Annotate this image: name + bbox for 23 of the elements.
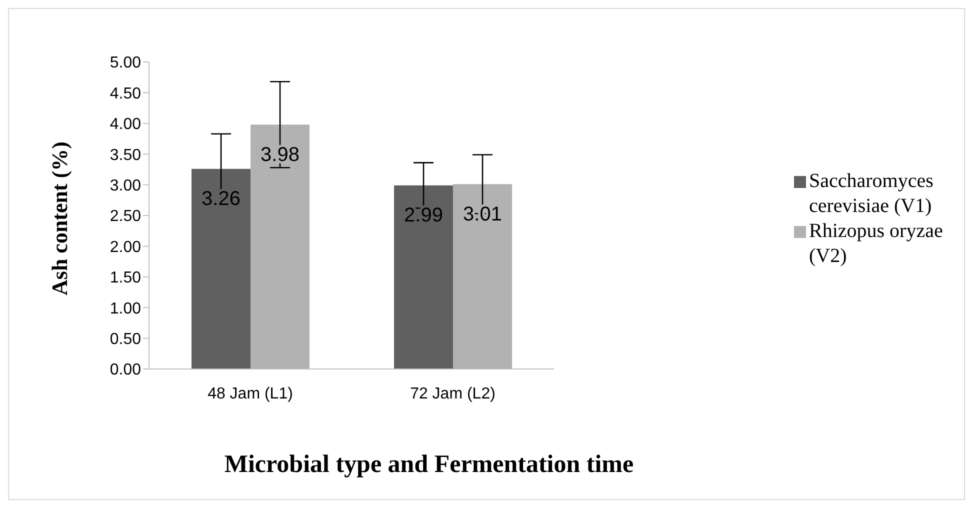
legend-label: Rhizopus oryzae (V2) — [809, 219, 944, 269]
legend-label: Saccharomyces cerevisiae (V1) — [809, 169, 934, 219]
bar — [250, 124, 310, 369]
bar — [394, 185, 454, 369]
y-tick-label: 1.00 — [110, 300, 142, 318]
bar — [453, 184, 512, 369]
data-label: 2.99 — [404, 204, 443, 227]
y-tick-label: 3.50 — [110, 146, 142, 164]
x-axis-title: Microbial type and Fermentation time — [223, 451, 635, 479]
y-tick-label: 0.00 — [110, 362, 142, 379]
x-tick-label: 48 Jam (L1) — [208, 385, 293, 402]
data-label: 3.01 — [463, 203, 502, 226]
y-tick-label: 3.00 — [110, 177, 142, 194]
x-tick-label: 72 Jam (L2) — [410, 385, 496, 402]
y-tick-label: 5.00 — [110, 54, 142, 72]
y-tick-label: 4.00 — [110, 116, 142, 134]
y-tick-label: 4.50 — [110, 85, 142, 102]
bar — [192, 168, 251, 369]
y-tick-label: 2.00 — [110, 238, 142, 256]
y-tick-label: 0.50 — [110, 330, 142, 348]
y-axis-title: Ash content (%) — [46, 142, 72, 296]
y-tick-label: 2.50 — [110, 208, 142, 226]
y-tick-label: 1.50 — [110, 270, 142, 287]
